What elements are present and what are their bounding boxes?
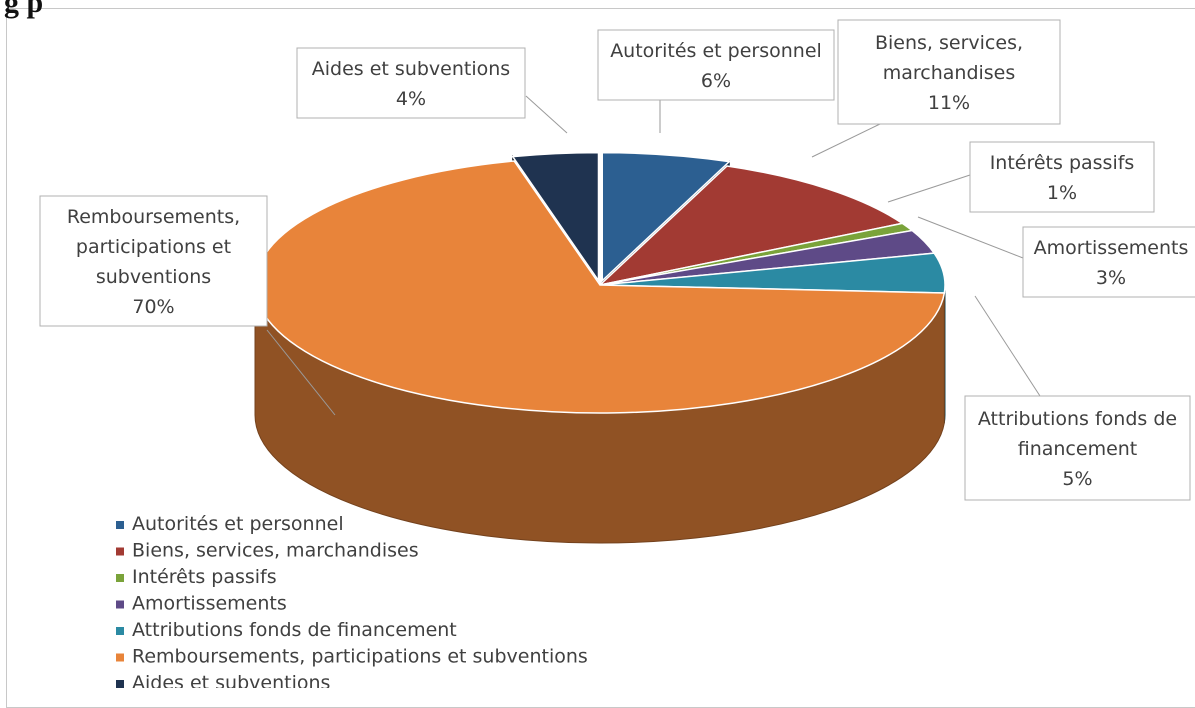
data-label-category: participations et (76, 236, 231, 258)
legend-swatch (116, 521, 124, 529)
legend-item: Autorités et personnel (132, 513, 344, 535)
legend-swatch (116, 653, 124, 662)
callout-box (296, 47, 526, 119)
callout-leader-line (811, 123, 881, 158)
data-label-value: 5% (1062, 468, 1092, 490)
pie-chart: Autorités et personnel 6% Biens, services,… (39, 19, 1195, 688)
pie-slice (254, 160, 946, 414)
legend-item: Amortissements (132, 593, 287, 615)
legend-swatch (116, 627, 124, 635)
legend-item: Biens, services, marchandises (132, 540, 419, 562)
data-label-category: Remboursements, (67, 206, 240, 228)
legend-item: Intérêts passifs (132, 566, 277, 588)
callout-leader-line (266, 329, 336, 416)
data-label-category: marchandises (883, 62, 1016, 84)
callout-box (969, 141, 1155, 213)
pie-slice (601, 151, 731, 283)
legend-item: Aides et subventions (132, 672, 330, 688)
data-label-value: 1% (1047, 182, 1077, 204)
data-label-category: Amortissements (1034, 237, 1189, 259)
data-label-category: Attributions fonds de (978, 408, 1177, 430)
data-label-value: 3% (1096, 267, 1126, 289)
callouts: Autorités et personnel 6% Biens, services,… (39, 19, 1195, 501)
legend-swatch (116, 680, 124, 688)
data-label-category: Biens, services, (875, 32, 1023, 54)
legend-swatch (116, 574, 124, 582)
data-label-category: Autorités et personnel (610, 40, 822, 62)
data-label-value: 4% (396, 88, 426, 110)
data-label-value: 70% (132, 296, 174, 318)
callout-box (837, 19, 1061, 125)
data-label-category: financement (1018, 438, 1138, 460)
data-label-value: 11% (928, 92, 970, 114)
callout-leader-line (887, 174, 971, 203)
callout-box (1022, 226, 1195, 298)
callout-box (39, 195, 268, 327)
callout-leader-line (974, 295, 1041, 397)
legend-swatch (116, 547, 124, 556)
legend-item: Attributions fonds de financement (132, 619, 457, 641)
page-heading-fragment: g p (4, 0, 44, 19)
callout-leader-line (917, 216, 1024, 259)
pie-slice (511, 151, 600, 283)
callout-box (964, 395, 1191, 501)
callout-box (597, 29, 835, 101)
chart-container: g p Autorités et personnel 6% Biens, servi… (4, 0, 1195, 708)
callout-leader-line (525, 95, 568, 134)
pie-slice (597, 165, 905, 287)
data-label-value: 6% (701, 70, 731, 92)
legend-item: Remboursements, participations et subven… (132, 646, 588, 668)
legend-swatch (116, 600, 124, 609)
data-label-category: subventions (96, 266, 211, 288)
pie-top-faces (254, 151, 946, 414)
data-label-category: Aides et subventions (312, 58, 510, 80)
data-label-category: Intérêts passifs (990, 152, 1135, 174)
legend: Autorités et personnel Biens, services, m… (116, 513, 588, 688)
